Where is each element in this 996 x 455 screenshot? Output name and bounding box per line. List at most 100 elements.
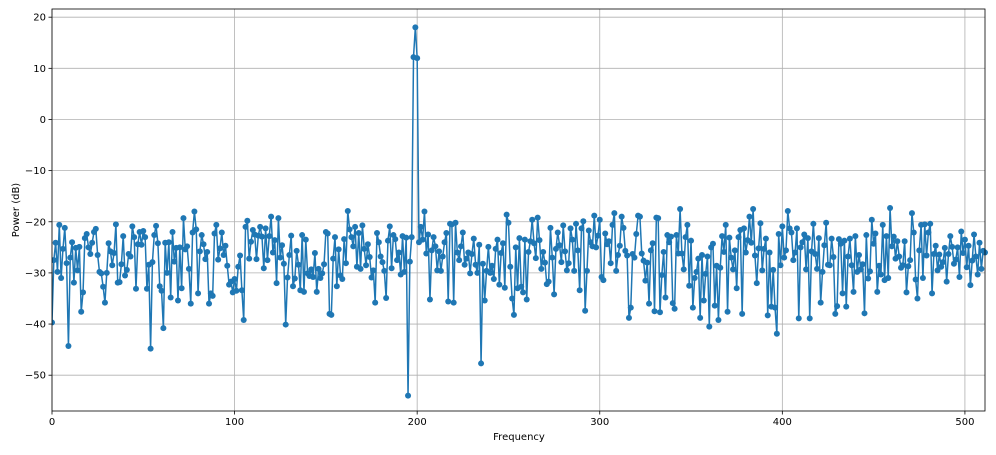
data-point (764, 312, 771, 319)
data-point (489, 262, 496, 269)
data-point (673, 232, 680, 239)
data-point (697, 314, 704, 321)
data-point (532, 255, 539, 262)
data-point (470, 235, 477, 242)
data-point (978, 265, 985, 272)
data-point (657, 309, 664, 316)
data-point (797, 244, 804, 251)
data-point (554, 229, 561, 236)
data-point (651, 308, 658, 315)
data-point (859, 261, 866, 268)
data-point (414, 55, 421, 62)
data-point (222, 242, 229, 249)
data-point (412, 24, 419, 31)
data-point (284, 274, 291, 281)
data-point (669, 300, 676, 307)
data-point (149, 259, 156, 266)
y-tick-label: −50 (25, 371, 46, 382)
data-point (965, 242, 972, 249)
data-point (733, 285, 740, 292)
data-point (549, 254, 556, 261)
data-point (87, 250, 94, 257)
data-point (123, 266, 130, 273)
data-point (846, 235, 853, 242)
data-point (76, 243, 83, 250)
data-point (200, 241, 207, 248)
data-point (286, 252, 293, 259)
data-point (215, 256, 222, 263)
data-point (233, 287, 240, 294)
data-point (876, 262, 883, 269)
data-point (224, 262, 231, 269)
data-point (929, 290, 936, 297)
data-point (520, 289, 527, 296)
y-tick-label: −30 (25, 268, 46, 279)
data-point (373, 230, 380, 237)
data-point (773, 330, 780, 337)
data-point (158, 287, 165, 294)
data-point (974, 271, 981, 278)
data-point (111, 249, 118, 256)
data-point (772, 304, 779, 311)
data-point (711, 302, 718, 309)
data-point (476, 241, 483, 248)
data-point (196, 248, 203, 255)
data-point (678, 250, 685, 257)
data-point (330, 255, 337, 262)
data-point (344, 208, 351, 215)
data-point (472, 261, 479, 268)
data-point (903, 289, 910, 296)
data-point (260, 265, 267, 272)
data-point (832, 310, 839, 317)
data-point (636, 213, 643, 220)
data-point (103, 269, 110, 276)
data-point (169, 228, 176, 235)
data-point (499, 240, 506, 247)
data-point (282, 321, 289, 328)
data-point (971, 231, 978, 238)
y-axis-label: Power (dB) (11, 183, 22, 238)
data-point (164, 269, 171, 276)
data-point (401, 268, 408, 275)
data-point (439, 253, 446, 260)
data-point (395, 249, 402, 256)
data-point (512, 244, 519, 251)
data-point (667, 233, 674, 240)
data-point (204, 248, 211, 255)
data-point (529, 216, 536, 223)
data-point (368, 274, 375, 281)
data-point (457, 243, 464, 250)
data-point (761, 245, 768, 252)
data-point (235, 263, 242, 270)
data-point (899, 262, 906, 269)
data-point (941, 244, 948, 251)
data-point (815, 235, 822, 242)
data-point (479, 260, 486, 267)
x-tick-label: 100 (225, 417, 244, 428)
data-point (719, 233, 726, 240)
data-point (969, 257, 976, 264)
data-point (885, 275, 892, 282)
data-point (143, 285, 150, 292)
data-point (485, 243, 492, 250)
data-point (332, 234, 339, 241)
data-point (874, 288, 881, 295)
data-point (620, 224, 627, 231)
data-point (273, 280, 280, 287)
data-point (516, 235, 523, 242)
data-point (757, 220, 764, 227)
data-point (949, 243, 956, 250)
data-point (863, 232, 870, 239)
data-point (381, 267, 388, 274)
data-point (275, 215, 282, 222)
data-point (839, 290, 846, 297)
data-point (866, 268, 873, 275)
data-point (355, 230, 362, 237)
data-point (269, 249, 276, 256)
data-point (120, 233, 127, 240)
data-point (593, 244, 600, 251)
data-point (129, 223, 136, 230)
data-point (54, 268, 61, 275)
data-point (961, 236, 968, 243)
data-point (580, 218, 587, 225)
